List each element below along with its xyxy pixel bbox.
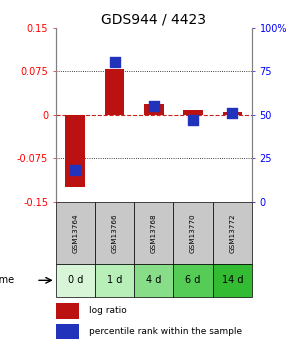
Text: 14 d: 14 d (222, 275, 243, 285)
Bar (134, 264, 173, 297)
Text: 1 d: 1 d (107, 275, 122, 285)
Point (112, 60, 117, 65)
Bar (144, 104, 163, 115)
Bar (213, 264, 252, 297)
Point (191, 117, 195, 123)
Bar (56, 324, 79, 339)
Text: log ratio: log ratio (89, 306, 127, 315)
Bar (173, 202, 213, 264)
Bar (213, 202, 252, 264)
Point (230, 110, 235, 116)
Text: 0 d: 0 d (68, 275, 83, 285)
Bar (223, 112, 242, 115)
Text: time: time (0, 275, 14, 285)
Text: 6 d: 6 d (185, 275, 201, 285)
Point (151, 103, 156, 109)
Point (73, 168, 78, 173)
Text: GSM13764: GSM13764 (72, 213, 78, 253)
Bar (105, 69, 124, 115)
Bar (134, 202, 173, 264)
Text: GSM13770: GSM13770 (190, 213, 196, 253)
Bar (66, 115, 85, 187)
Bar (95, 264, 134, 297)
Bar (173, 264, 213, 297)
Text: GSM13766: GSM13766 (112, 213, 117, 253)
Text: GSM13768: GSM13768 (151, 213, 157, 253)
Bar (56, 303, 79, 319)
Bar (183, 110, 203, 115)
Text: GSM13772: GSM13772 (229, 213, 235, 253)
Bar (95, 202, 134, 264)
Title: GDS944 / 4423: GDS944 / 4423 (101, 12, 206, 27)
Text: 4 d: 4 d (146, 275, 161, 285)
Bar (56, 264, 95, 297)
Bar (56, 202, 95, 264)
Text: percentile rank within the sample: percentile rank within the sample (89, 327, 242, 336)
